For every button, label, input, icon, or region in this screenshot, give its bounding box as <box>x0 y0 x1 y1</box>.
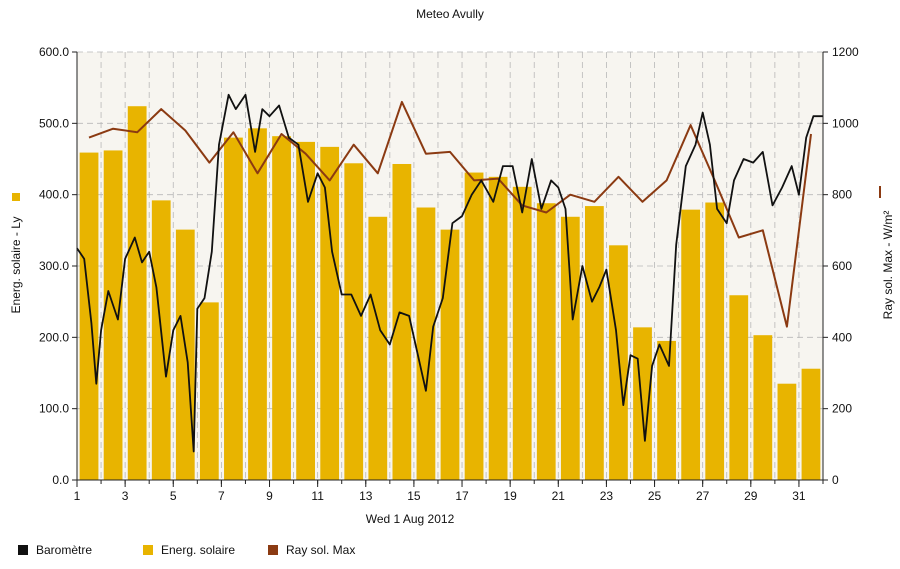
bar-energ-day-16 <box>440 229 460 480</box>
line-ray-sol-max <box>88 100 812 328</box>
y-tick-label-right: 400 <box>832 330 852 344</box>
bar-energ-day-20 <box>536 203 556 480</box>
y-tick-label-left: 100.0 <box>39 402 69 416</box>
y-tick-label-right: 1000 <box>832 116 859 130</box>
line-barometre <box>76 93 823 453</box>
bar-energ-day-15 <box>416 207 436 481</box>
bar-energ-day-17 <box>464 172 484 480</box>
legend-swatch-baro <box>18 545 28 555</box>
x-axis-title: Wed 1 Aug 2012 <box>366 512 455 526</box>
bar-energ-day-21 <box>560 216 580 480</box>
bar-energ-day-7 <box>224 137 243 480</box>
bar-energ-day-13 <box>368 216 388 480</box>
bar-energ-day-27 <box>705 202 725 480</box>
legend-label-energy: Energ. solaire <box>161 543 236 557</box>
bar-energ-day-29 <box>753 335 773 480</box>
legend-label-baro: Baromètre <box>36 543 93 557</box>
bar-energ-day-5 <box>175 229 195 480</box>
y-axis-left-marker <box>12 193 20 201</box>
x-tick-label: 7 <box>218 489 225 503</box>
bar-energ-day-10 <box>296 141 315 480</box>
bar-energ-day-6 <box>199 302 219 480</box>
x-tick-label: 29 <box>744 489 758 503</box>
x-tick-label: 25 <box>648 489 662 503</box>
bar-energ-day-2 <box>103 150 123 480</box>
x-tick-label: 5 <box>170 489 177 503</box>
bar-energ-day-30 <box>777 383 797 480</box>
bar-energ-day-9 <box>272 136 291 480</box>
x-tick-label: 21 <box>552 489 566 503</box>
bar-energ-day-28 <box>729 295 749 480</box>
y-tick-label-left: 400.0 <box>39 188 69 202</box>
x-tick-label: 19 <box>503 489 517 503</box>
bar-energ-day-11 <box>320 146 340 480</box>
chart-title: Meteo Avully <box>416 7 484 21</box>
bar-energ-day-18 <box>488 176 508 481</box>
y-tick-label-right: 200 <box>832 402 852 416</box>
x-tick-label: 31 <box>792 489 806 503</box>
x-tick-label: 3 <box>122 489 129 503</box>
y-tick-label-right: 600 <box>832 259 852 273</box>
bar-energ-day-22 <box>585 206 604 480</box>
y-tick-label-left: 200.0 <box>39 330 69 344</box>
bar-energ-day-3 <box>127 106 147 481</box>
legend-swatch-raymax <box>268 545 278 555</box>
x-tick-label: 13 <box>359 489 373 503</box>
bar-energ-day-26 <box>681 209 701 480</box>
legend-energy: Energ. solaire <box>143 543 235 557</box>
legend-raymax: Ray sol. Max <box>268 543 355 557</box>
y-tick-label-left: 600.0 <box>39 45 69 59</box>
x-tick-label: 23 <box>600 489 614 503</box>
y-tick-label-left: 0.0 <box>52 473 69 487</box>
y-axis-right-title: Ray sol. Max - W/m² <box>881 210 895 320</box>
y-tick-label-right: 800 <box>832 188 852 202</box>
legend-baro: Baromètre <box>18 543 92 557</box>
bar-energ-day-25 <box>657 340 676 480</box>
bar-energ-day-19 <box>512 186 532 480</box>
bar-energ-day-31 <box>801 368 821 480</box>
bar-energ-day-12 <box>344 163 364 480</box>
y-tick-label-left: 500.0 <box>39 116 69 130</box>
bar-energ-day-14 <box>392 163 412 480</box>
y-tick-label-right: 1200 <box>832 45 859 59</box>
x-tick-label: 11 <box>311 489 324 503</box>
x-tick-label: 9 <box>266 489 273 503</box>
y-tick-label-right: 0 <box>832 473 839 487</box>
y-axis-left-title: Energ. solaire - Ly <box>9 216 23 314</box>
x-tick-label: 27 <box>696 489 710 503</box>
bar-energ-day-8 <box>248 128 267 480</box>
y-tick-label-left: 300.0 <box>39 259 69 273</box>
x-tick-label: 15 <box>407 489 421 503</box>
x-tick-label: 1 <box>74 489 81 503</box>
bar-energ-day-1 <box>79 152 99 480</box>
x-tick-label: 17 <box>455 489 469 503</box>
legend-label-raymax: Ray sol. Max <box>286 543 356 557</box>
legend-swatch-energy <box>143 545 153 555</box>
